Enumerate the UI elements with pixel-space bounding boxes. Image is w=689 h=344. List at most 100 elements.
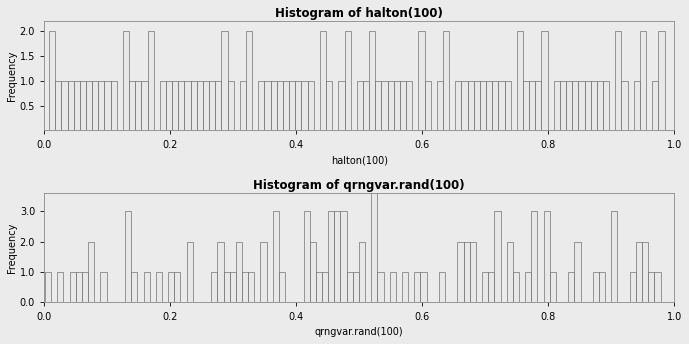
Y-axis label: Frequency: Frequency	[7, 223, 17, 273]
Bar	[529, 81, 535, 130]
Bar	[99, 81, 105, 130]
Bar	[655, 272, 661, 302]
Bar	[283, 81, 289, 130]
Bar	[590, 81, 597, 130]
Bar	[141, 81, 147, 130]
Bar	[535, 81, 542, 130]
Bar	[504, 81, 511, 130]
Bar	[457, 242, 464, 302]
Bar	[495, 211, 500, 302]
Bar	[86, 81, 92, 130]
Bar	[92, 81, 99, 130]
Bar	[277, 81, 283, 130]
Bar	[621, 81, 628, 130]
Bar	[382, 81, 388, 130]
Bar	[191, 81, 197, 130]
Bar	[560, 81, 566, 130]
Bar	[215, 81, 221, 130]
Bar	[506, 242, 513, 302]
Bar	[525, 272, 531, 302]
Bar	[575, 242, 581, 302]
Bar	[566, 81, 573, 130]
Bar	[573, 81, 578, 130]
Bar	[203, 81, 209, 130]
Bar	[642, 242, 648, 302]
Bar	[209, 81, 215, 130]
Bar	[217, 242, 223, 302]
Bar	[492, 81, 498, 130]
Bar	[242, 272, 248, 302]
Bar	[174, 272, 181, 302]
Title: Histogram of qrngvar.rand(100): Histogram of qrngvar.rand(100)	[254, 179, 465, 192]
Bar	[70, 272, 76, 302]
Bar	[464, 242, 470, 302]
Bar	[301, 81, 307, 130]
Bar	[57, 272, 63, 302]
Bar	[197, 81, 203, 130]
Bar	[353, 272, 359, 302]
Bar	[390, 272, 396, 302]
Bar	[630, 272, 636, 302]
Bar	[129, 81, 135, 130]
Y-axis label: Frequency: Frequency	[7, 51, 17, 101]
Bar	[414, 272, 420, 302]
Bar	[80, 81, 86, 130]
X-axis label: qrngvar.rand(100): qrngvar.rand(100)	[315, 327, 404, 337]
Bar	[542, 31, 548, 130]
Bar	[359, 242, 365, 302]
Bar	[68, 81, 74, 130]
Bar	[309, 242, 316, 302]
Bar	[357, 81, 363, 130]
Bar	[296, 81, 301, 130]
Bar	[468, 81, 474, 130]
Bar	[307, 81, 313, 130]
Bar	[178, 81, 185, 130]
Bar	[424, 81, 431, 130]
Bar	[603, 81, 609, 130]
Bar	[482, 272, 489, 302]
Bar	[258, 81, 265, 130]
Bar	[74, 81, 80, 130]
Bar	[344, 31, 351, 130]
Bar	[240, 81, 246, 130]
Bar	[340, 211, 347, 302]
Bar	[400, 81, 406, 130]
Bar	[289, 81, 296, 130]
Bar	[265, 81, 271, 130]
Bar	[597, 81, 603, 130]
Bar	[187, 242, 193, 302]
Bar	[615, 31, 621, 130]
Bar	[568, 272, 575, 302]
Bar	[593, 272, 599, 302]
Bar	[634, 81, 640, 130]
Bar	[531, 211, 537, 302]
Bar	[455, 81, 462, 130]
Bar	[437, 81, 443, 130]
Bar	[338, 81, 344, 130]
Bar	[227, 81, 234, 130]
X-axis label: halton(100): halton(100)	[331, 155, 388, 165]
Bar	[185, 81, 191, 130]
Bar	[584, 81, 590, 130]
Bar	[420, 272, 426, 302]
Bar	[88, 242, 94, 302]
Bar	[640, 31, 646, 130]
Bar	[304, 211, 309, 302]
Bar	[474, 81, 480, 130]
Bar	[248, 272, 254, 302]
Bar	[513, 272, 519, 302]
Title: Histogram of halton(100): Histogram of halton(100)	[276, 7, 443, 20]
Bar	[123, 31, 129, 130]
Bar	[393, 81, 400, 130]
Bar	[221, 31, 227, 130]
Bar	[659, 31, 665, 130]
Bar	[168, 272, 174, 302]
Bar	[135, 81, 141, 130]
Bar	[378, 272, 384, 302]
Bar	[271, 81, 277, 130]
Bar	[246, 31, 252, 130]
Bar	[599, 272, 605, 302]
Bar	[498, 81, 504, 130]
Bar	[156, 272, 162, 302]
Bar	[212, 272, 217, 302]
